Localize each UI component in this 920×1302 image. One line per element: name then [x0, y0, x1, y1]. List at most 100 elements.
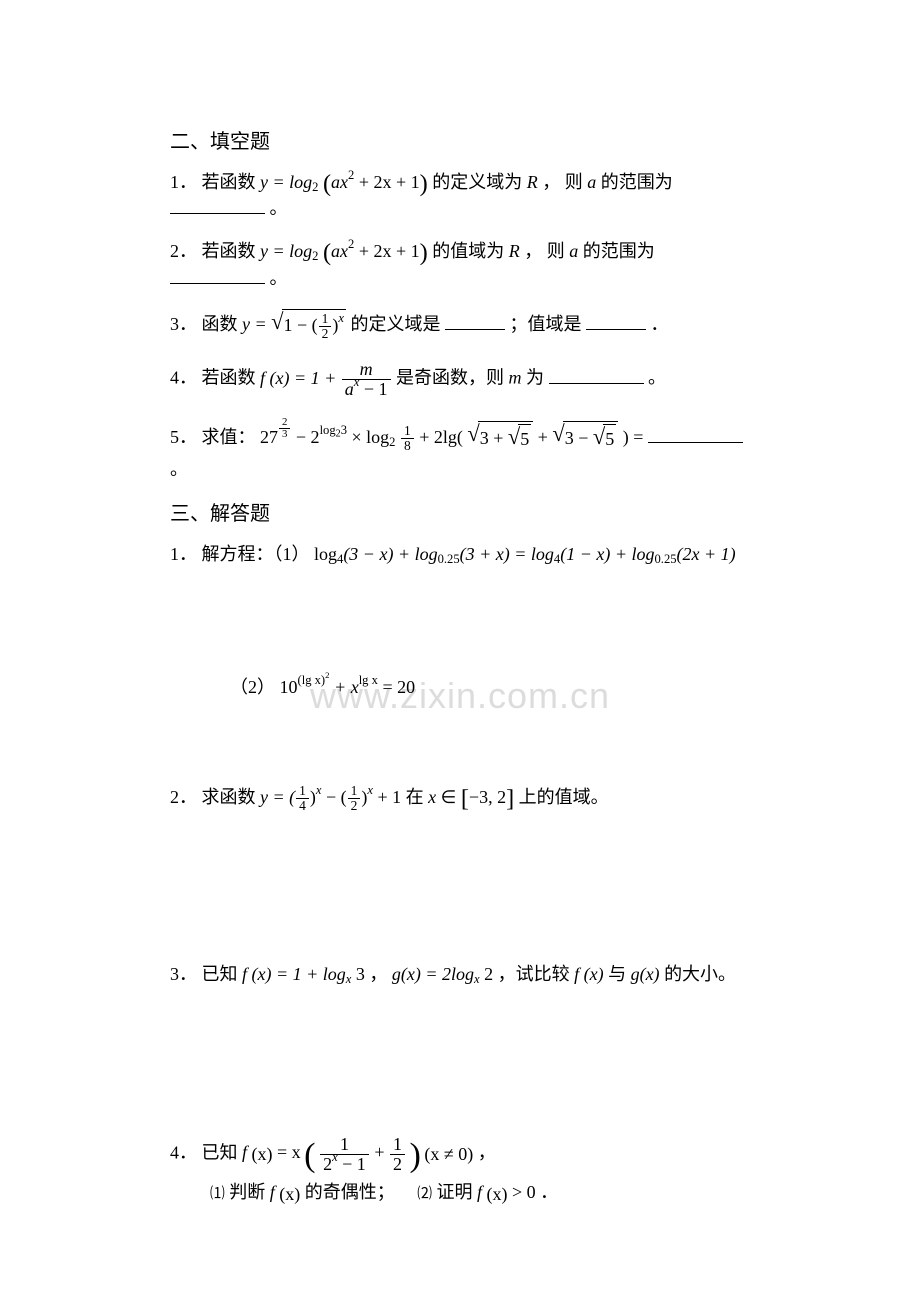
q4-pre: 若函数	[202, 368, 261, 388]
q2-mid: 的值域为	[432, 241, 504, 261]
q5-i2a: 3 −	[565, 428, 593, 448]
sq3-gexp: g(x) = 2log	[392, 964, 474, 984]
sq4-fx: f	[242, 1142, 252, 1162]
q3-semi: ；值域是	[510, 314, 582, 334]
sq4-i2d: 2	[390, 1155, 405, 1174]
sq3-pre: 已知	[202, 964, 238, 984]
sq4-i1da: 2	[323, 1154, 332, 1174]
q5-times: × log	[352, 427, 390, 447]
q5-period: 。	[170, 459, 188, 479]
q4-dtail: − 1	[359, 379, 387, 399]
sq2-xvar: x	[428, 787, 436, 807]
sq1-carg: (1 − x) + log	[560, 544, 654, 564]
q3-blank2	[586, 311, 646, 330]
q2-post2: 的范围为	[583, 241, 655, 261]
q5-lb: 2	[389, 435, 395, 449]
sq1-num: 1．	[170, 544, 197, 564]
q5-blank	[648, 424, 743, 443]
sq2-f1n: 1	[296, 784, 309, 799]
sq3-f: f (x) = 1 + logx 3	[242, 964, 369, 984]
sq2-f2d: 2	[348, 799, 361, 813]
sq1-d: 0.25	[655, 552, 677, 566]
sq4-sub2-post: > 0 ．	[512, 1182, 558, 1202]
q2-in1: ax	[331, 241, 348, 261]
q1-plus: + 2x + 1	[354, 172, 419, 192]
q2-rvar: R	[509, 241, 520, 261]
sq4-i1dt: − 1	[338, 1154, 366, 1174]
sq2-mid: 在	[406, 787, 429, 807]
solve-q1: 1． 解方程：（1） log4(3 − x) + log0.25(3 + x) …	[170, 542, 750, 567]
q1-num: 1．	[170, 172, 197, 192]
sq1-aarg: (3 − x) + log	[343, 544, 437, 564]
q5-pre: 求值：	[202, 427, 256, 447]
sq4-sub1-fx: f (x)	[270, 1182, 301, 1202]
q3-expr: y = √ 1 − (12)x	[242, 314, 351, 334]
sq1-pre: 解方程：（1）	[202, 544, 310, 564]
sq4-sub2-text: 证明	[437, 1182, 478, 1202]
sq3-post2: 的大小。	[664, 964, 736, 984]
sq4-expr: f (x) = x ( 12x − 1 + 12 ) (x ≠ 0)	[242, 1142, 478, 1162]
q5-l23a: 3	[341, 423, 347, 437]
q3-one: 1	[284, 315, 293, 335]
q5-close: ) =	[623, 427, 648, 447]
q5-minus: − 2	[296, 427, 320, 447]
q1-logbase: 2	[312, 180, 318, 194]
q5-num: 5．	[170, 427, 197, 447]
q5-e27d: 3	[279, 429, 290, 440]
q3-fd: 2	[319, 327, 332, 341]
q3-blank1	[445, 311, 505, 330]
q5-plus: + 2lg(	[419, 427, 463, 447]
sq3-post1: ，试比较	[498, 964, 575, 984]
q1-rvar: R	[527, 172, 538, 192]
q5-l23: log	[320, 423, 336, 437]
q3-exp: x	[338, 311, 344, 325]
sq1e2-plus: + x	[334, 677, 359, 697]
sq4-s2f: f	[477, 1182, 487, 1202]
sq1-a: log	[314, 544, 337, 564]
q3-lhs: y =	[242, 314, 271, 334]
sq1-p2-label: （2）	[230, 677, 275, 697]
sq4-i2n: 1	[390, 1135, 405, 1155]
sq4-subs: ⑴ 判断 f (x) 的奇偶性； ⑵ 证明 f (x) > 0 ．	[170, 1180, 750, 1205]
sq1e2-eq: = 20	[382, 677, 415, 697]
q5-expr: 2723 − 2log23 × log2 18 + 2lg( √3 + √5 +…	[260, 427, 648, 447]
q4-num: 4．	[170, 368, 197, 388]
q4-da: a	[345, 379, 354, 399]
section-2-title: 二、填空题	[170, 128, 750, 156]
sq1e2-ea2: 2	[325, 670, 329, 680]
sq4-num: 4．	[170, 1142, 197, 1162]
sqrt-icon: √ 1 − (12)x	[271, 309, 346, 342]
sq3-fa: 3	[351, 964, 369, 984]
q5-fn: 1	[401, 424, 414, 439]
fill-q4: 4． 若函数 f (x) = 1 + m ax − 1 是奇函数，则 m 为 。	[170, 360, 750, 399]
q2-period: 。	[270, 268, 288, 288]
sq3-g: g(x) = 2logx 2	[392, 964, 498, 984]
q5-fd: 8	[401, 439, 414, 453]
sq4-s1f: f	[270, 1182, 280, 1202]
sq2-int: −3, 2	[469, 787, 506, 807]
q4-lhs: f (x) = 1 +	[260, 368, 341, 388]
q4-mid: 是奇函数，则	[396, 368, 509, 388]
sq1e2-eb: lg x	[359, 673, 378, 687]
q4-period: 。	[648, 368, 666, 388]
sq2-lhs: y = (	[260, 787, 295, 807]
solve-q4: 4． 已知 f (x) = x ( 12x − 1 + 12 ) (x ≠ 0)…	[170, 1135, 750, 1205]
fill-q1: 1． 若函数 y = log2 (ax2 + 2x + 1) 的定义域为 R ，…	[170, 170, 750, 221]
q3-pre: 函数	[202, 314, 243, 334]
sqrt-icon: √3 + √5	[467, 421, 533, 457]
sq1-barg: (3 + x) = log	[460, 544, 554, 564]
sq2-e2: x	[367, 783, 373, 797]
sq4-sub1-label: ⑴	[210, 1184, 225, 1205]
q1-mid: 的定义域为	[432, 172, 522, 192]
q2-num: 2．	[170, 241, 197, 261]
q1-blank	[170, 195, 265, 214]
sq2-expr: y = (14)x − (12)x + 1	[260, 787, 406, 807]
sqrt-icon: √3 − √5	[552, 421, 618, 457]
sq1-expr1: log4(3 − x) + log0.25(3 + x) = log4(1 − …	[314, 544, 736, 564]
q5-plus2: +	[538, 427, 553, 447]
q1-period: 。	[270, 198, 288, 218]
fraction-icon: m ax − 1	[342, 360, 391, 399]
q2-avar: a	[569, 241, 578, 261]
sq4-plus: +	[374, 1142, 389, 1162]
sq2-num: 2．	[170, 787, 197, 807]
